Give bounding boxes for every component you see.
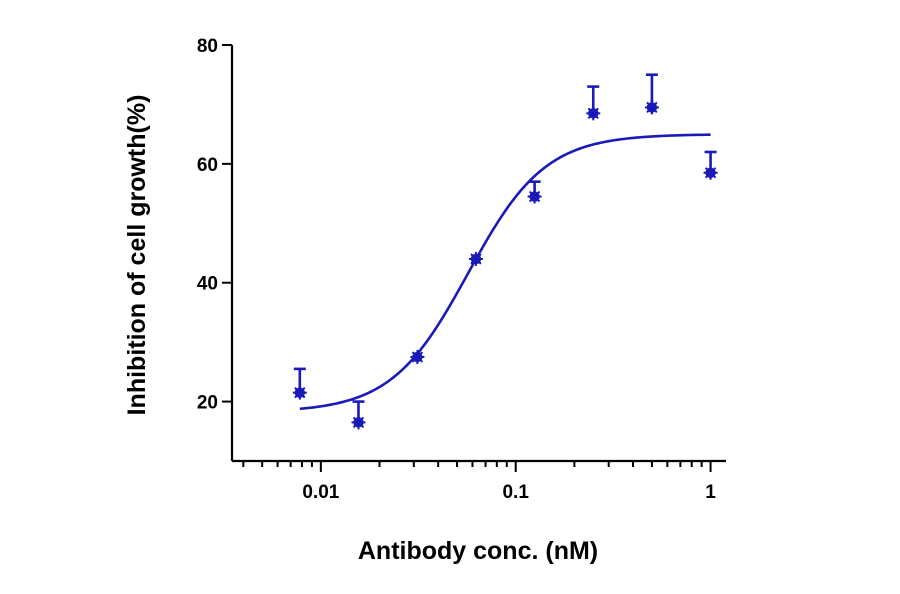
data-point-marker	[410, 350, 425, 364]
data-points	[292, 100, 718, 430]
fit-curve	[299, 133, 711, 411]
y-tick-label: 80	[197, 36, 218, 57]
axes	[230, 45, 726, 463]
x-tick-label: 0.01	[302, 482, 339, 503]
marker-stroke	[587, 107, 599, 119]
marker-stroke	[528, 190, 541, 203]
data-point-marker	[527, 189, 542, 204]
marker-stroke	[470, 253, 482, 265]
y-tick-label: 60	[197, 155, 218, 176]
y-tick-label: 40	[197, 274, 218, 295]
data-point-marker	[703, 165, 718, 180]
data-point-marker	[292, 385, 307, 400]
data-point-marker	[644, 100, 659, 115]
marker-stroke	[646, 101, 658, 114]
error-bars	[293, 73, 717, 423]
marker-stroke	[704, 167, 717, 179]
marker-stroke	[352, 416, 365, 429]
marker-stroke	[411, 351, 424, 363]
x-tick-label: 0.1	[502, 482, 529, 503]
x-tick-label: 1	[705, 482, 716, 503]
data-point-marker	[586, 106, 601, 121]
axis-ticks: 20 40 60 80 0.01 0.1 1	[197, 36, 716, 503]
data-point-marker	[351, 415, 366, 430]
marker-stroke	[294, 387, 306, 399]
data-point-marker	[468, 251, 483, 266]
y-tick-label: 20	[197, 393, 218, 414]
x-axis-title: Antibody conc. (nM)	[358, 537, 598, 565]
fit-curve-group	[299, 133, 711, 411]
y-axis-title: Inhibition of cell growth(%)	[123, 95, 151, 416]
